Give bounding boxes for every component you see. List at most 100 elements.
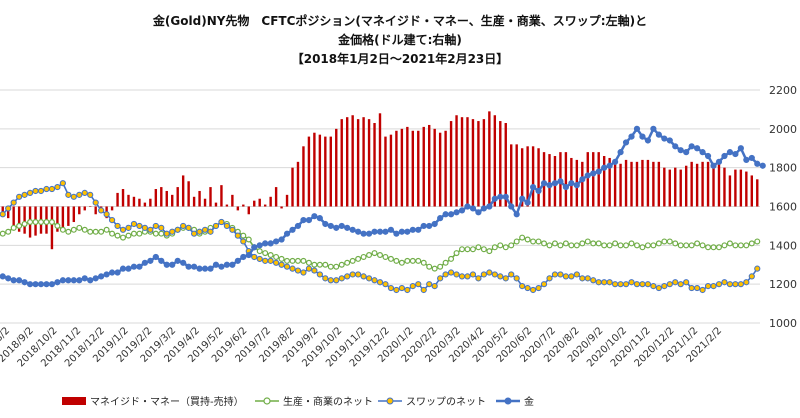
series-point <box>98 273 105 280</box>
bar-mark <box>258 198 261 207</box>
series-point <box>464 203 471 210</box>
series-point <box>10 199 17 206</box>
series-point <box>404 286 411 294</box>
series-point <box>32 219 39 226</box>
series-point <box>344 259 351 266</box>
series-point <box>737 145 744 152</box>
series-point <box>502 244 509 251</box>
series-point <box>382 228 389 235</box>
bar-mark <box>110 206 114 211</box>
series-point <box>524 199 531 206</box>
series-point <box>344 224 351 231</box>
series-point <box>551 180 559 187</box>
legend-label: スワップのネット <box>406 396 486 408</box>
bar-mark <box>400 128 404 207</box>
series-point <box>612 240 619 247</box>
legend-marker <box>386 397 394 405</box>
bar-mark <box>750 175 753 207</box>
series-point <box>447 211 455 218</box>
series-point <box>480 246 487 253</box>
series-point <box>54 222 61 229</box>
series-point <box>5 205 12 212</box>
series-point <box>754 265 761 272</box>
bar-mark <box>61 206 65 228</box>
series-point <box>141 259 148 266</box>
series-point <box>579 240 586 247</box>
series-point <box>103 211 110 218</box>
series-point <box>81 226 88 233</box>
series-point <box>158 224 165 231</box>
series-point <box>688 242 695 249</box>
series-point <box>524 284 531 292</box>
bar-mark <box>340 119 343 207</box>
series-point <box>573 271 580 278</box>
series-point <box>251 244 258 251</box>
series-point <box>355 271 362 278</box>
series-point <box>229 261 236 268</box>
legend-label: 生産・商業のネット <box>283 395 373 408</box>
series-point <box>540 180 548 187</box>
bar-mark <box>602 156 606 207</box>
series-point <box>628 240 635 247</box>
series-point <box>551 271 559 278</box>
series-point <box>240 253 247 261</box>
series-point <box>387 226 395 233</box>
series-point <box>185 224 192 231</box>
series-point <box>180 259 187 266</box>
bar-mark <box>132 196 136 207</box>
series-point <box>415 257 422 264</box>
bar-mark <box>231 194 234 207</box>
legend-marker <box>263 397 271 405</box>
legend-label: マネイジド・マネー（買持-売持） <box>90 395 244 408</box>
series-point <box>387 284 395 292</box>
series-point <box>655 131 662 138</box>
series-point <box>169 261 176 268</box>
series-point <box>81 189 88 197</box>
series-point <box>557 271 564 278</box>
bar-mark <box>510 144 513 207</box>
series-point <box>415 226 422 233</box>
bar-mark <box>187 181 190 207</box>
bar-mark <box>50 206 54 250</box>
series-point <box>218 218 225 226</box>
bar-mark <box>526 146 529 207</box>
series-point <box>475 209 482 216</box>
series-point <box>98 207 105 214</box>
series-point <box>256 255 263 263</box>
series-point <box>333 224 340 231</box>
bar-mark <box>668 169 671 207</box>
series-point <box>43 281 50 288</box>
series-point <box>475 244 482 251</box>
series-point <box>617 281 624 288</box>
series-point <box>262 250 269 257</box>
series-point <box>584 275 591 282</box>
bar-mark <box>378 113 382 207</box>
series-point <box>442 211 449 218</box>
series-point <box>229 226 236 233</box>
bar-mark <box>291 167 294 207</box>
series-point <box>737 242 744 249</box>
series-point <box>546 275 553 282</box>
series-point <box>557 178 564 185</box>
series-point <box>557 242 564 249</box>
series-point <box>491 271 498 278</box>
bar-mark <box>504 123 507 207</box>
series-point <box>699 149 706 156</box>
bar-mark <box>537 148 540 207</box>
series-point <box>114 269 121 276</box>
series-point <box>365 275 373 282</box>
series-point <box>366 252 373 259</box>
series-point <box>606 242 613 249</box>
series-point <box>431 265 438 272</box>
series-point <box>349 257 356 264</box>
bar-mark <box>192 196 196 207</box>
bar-mark <box>581 161 584 207</box>
series-point <box>541 240 548 247</box>
bar-mark <box>466 117 469 207</box>
series-point <box>0 273 6 280</box>
series-point <box>300 216 307 224</box>
bar-mark <box>635 161 639 207</box>
series-point <box>404 257 411 264</box>
series-point <box>311 213 318 220</box>
bar-mark <box>389 134 393 207</box>
